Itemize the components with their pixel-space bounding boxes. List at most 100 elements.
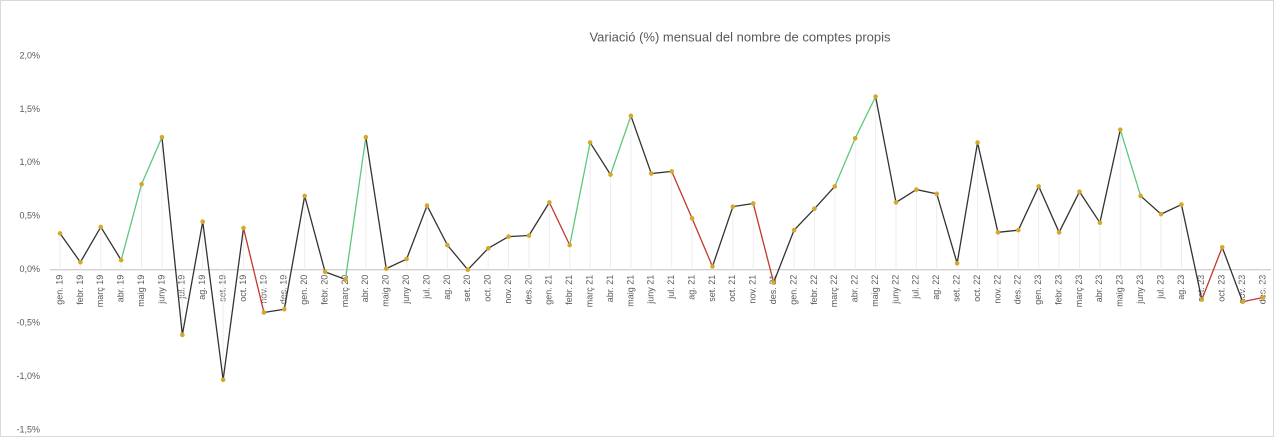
- line-segment: [1058, 191, 1081, 233]
- marker: [812, 206, 817, 212]
- line-segment: [813, 185, 836, 210]
- marker: [852, 135, 858, 141]
- x-tick-label: oct. 19: [238, 275, 248, 302]
- x-tick-label: maig 23: [1115, 275, 1125, 307]
- line-segment: [651, 170, 672, 175]
- x-tick-label: jul. 21: [666, 275, 676, 300]
- marker: [1077, 189, 1082, 195]
- marker: [445, 242, 450, 248]
- x-tick-label: set. 20: [462, 275, 472, 302]
- x-tick-label: oct. 22: [972, 275, 982, 302]
- marker: [261, 310, 267, 315]
- marker: [78, 259, 83, 265]
- marker: [750, 201, 756, 206]
- x-tick-label: maig 20: [381, 275, 391, 307]
- marker: [1240, 299, 1245, 305]
- x-tick-label: oct. 23: [1217, 275, 1227, 302]
- x-tick-label: gen. 19: [54, 275, 64, 305]
- x-tick-label: jul. 20: [421, 275, 431, 300]
- x-tick-label: gen. 22: [788, 275, 798, 305]
- x-tick-label: maig 21: [625, 275, 635, 307]
- line-segment: [181, 221, 204, 336]
- marker: [730, 204, 736, 209]
- y-tick-label: -1,0%: [16, 371, 40, 381]
- marker: [98, 224, 104, 230]
- line-segment: [1038, 186, 1060, 233]
- x-tick-label: nov. 20: [503, 275, 513, 304]
- marker: [954, 261, 960, 266]
- marker: [526, 233, 532, 238]
- y-tick-label: -0,5%: [16, 318, 40, 328]
- line-segment: [773, 229, 795, 283]
- x-tick-label: febr. 19: [75, 275, 85, 305]
- line-segment: [548, 202, 571, 246]
- marker: [567, 242, 573, 248]
- x-tick-label: maig 19: [136, 275, 146, 307]
- line-segment: [324, 271, 346, 280]
- line-segment: [385, 258, 407, 270]
- x-tick-label: abr. 19: [116, 275, 126, 303]
- marker: [649, 171, 654, 176]
- x-tick-label: set. 23: [1196, 275, 1206, 302]
- x-tick-label: març 22: [829, 275, 839, 308]
- marker: [1219, 244, 1225, 250]
- line-segment: [1078, 191, 1101, 224]
- x-tick-label: juny 21: [646, 275, 656, 305]
- marker: [1138, 193, 1143, 199]
- line-segment: [691, 218, 714, 267]
- line-segment: [406, 205, 428, 260]
- line-segment: [1160, 203, 1182, 215]
- y-tick-label: 1,5%: [19, 104, 40, 114]
- marker: [485, 246, 491, 251]
- x-tick-label: nov. 23: [1237, 275, 1247, 304]
- marker: [363, 134, 369, 140]
- x-tick-label: ag. 21: [686, 275, 696, 300]
- marker: [547, 200, 552, 205]
- line-segment: [120, 184, 143, 261]
- x-tick-label: des. 20: [523, 275, 533, 305]
- x-tick-label: ag. 19: [197, 275, 207, 300]
- marker: [893, 200, 899, 205]
- x-tick-label: juny 23: [1135, 275, 1145, 305]
- marker: [220, 377, 226, 383]
- line-segment: [59, 233, 81, 263]
- line-segment: [854, 96, 877, 139]
- line-segment: [446, 244, 469, 271]
- marker: [1260, 295, 1266, 300]
- line-segment: [528, 202, 550, 236]
- marker: [975, 140, 980, 145]
- marker: [1179, 202, 1184, 207]
- x-tick-label: març 20: [340, 275, 350, 308]
- line-segment: [916, 188, 937, 195]
- line-segment: [589, 142, 612, 175]
- line-segment: [569, 142, 591, 246]
- line-segment: [487, 236, 509, 249]
- line-segment: [936, 193, 958, 264]
- line-segment: [344, 137, 367, 280]
- x-tick-label: ag. 23: [1176, 275, 1186, 300]
- y-tick-label: 1,0%: [19, 157, 40, 167]
- marker: [180, 332, 185, 338]
- x-tick-label: març 23: [1074, 275, 1084, 308]
- marker: [710, 264, 715, 269]
- marker: [771, 280, 776, 285]
- line-segment: [365, 137, 387, 269]
- x-tick-label: gen. 20: [299, 275, 309, 305]
- line-segment: [956, 142, 979, 264]
- marker: [139, 181, 144, 187]
- marker: [1097, 220, 1103, 225]
- x-tick-label: febr. 22: [809, 275, 819, 305]
- line-segment: [283, 195, 306, 310]
- line-segment: [1242, 296, 1264, 303]
- marker: [873, 94, 878, 99]
- x-tick-label: set. 21: [707, 275, 717, 302]
- x-tick-label: abr. 20: [360, 275, 370, 303]
- marker: [1199, 297, 1205, 302]
- x-tick-label: nov. 21: [748, 275, 758, 304]
- x-tick-label: abr. 23: [1094, 275, 1104, 303]
- line-segment: [1119, 129, 1142, 197]
- marker: [159, 134, 165, 140]
- marker: [404, 256, 409, 262]
- x-tick-label: abr. 22: [850, 275, 860, 303]
